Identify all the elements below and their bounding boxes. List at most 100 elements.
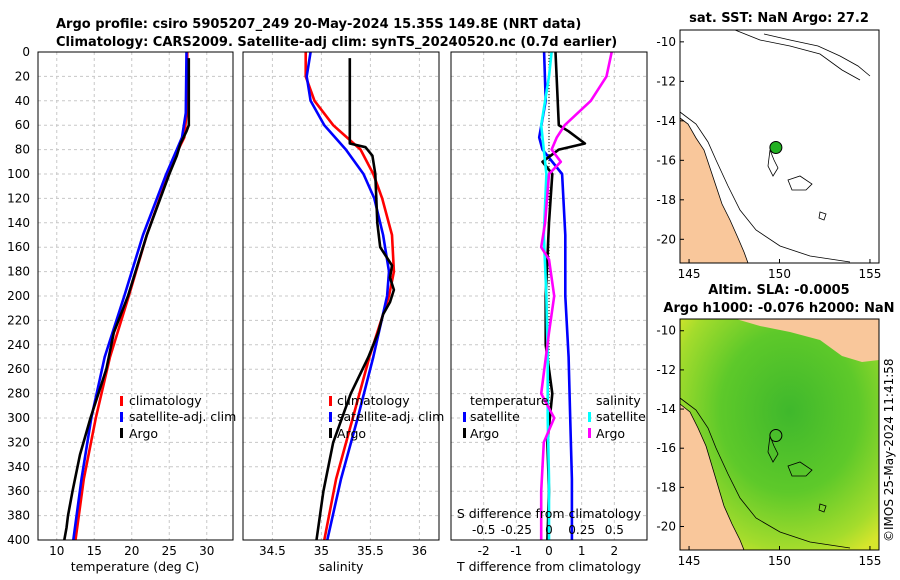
depth-tick-label: 220: [7, 313, 30, 327]
lon-tick-label: 155: [859, 554, 882, 568]
legend-swatch-s-argo: [588, 428, 591, 438]
legend-satellite: satellite-adj. clim: [129, 409, 236, 424]
lon-tick-label: 150: [768, 267, 791, 281]
legend-swatch-t-argo: [463, 428, 466, 438]
legend-climatology: climatology: [129, 393, 202, 408]
series-satellite-adj-clim: [72, 51, 188, 541]
x-tick-label: 30: [199, 544, 214, 558]
depth-tick-label: 120: [7, 191, 30, 205]
temperature-axes: [37, 51, 234, 541]
difference-panel: -2 -1 0 1 2 -0.5 -0.25 0 0.25 0.5 S difference f…: [450, 51, 648, 574]
depth-tick-label: 240: [7, 338, 30, 352]
s-difference-label: S difference from climatology: [457, 506, 642, 521]
depth-tick-label: 20: [15, 69, 30, 83]
legend-swatch-satellite: [329, 412, 332, 422]
salinity-difference-ticks: -0.5 -0.25 0 0.25 0.5: [472, 523, 624, 537]
sla-map-png-land: [736, 319, 879, 362]
x-tick-label: 25: [162, 544, 177, 558]
argo-position-marker: [769, 140, 783, 154]
depth-tick-label: 320: [7, 435, 30, 449]
legend-swatch-argo: [329, 428, 332, 438]
legend-swatch-s-satellite: [588, 412, 591, 422]
sst-map-png-islands: [763, 33, 871, 77]
sla-map-reefs: [767, 435, 827, 513]
sst-map: sat. SST: NaN Argo: 27.2 145 150 155 -10 -12…: [656, 11, 881, 281]
depth-tick-label: 260: [7, 362, 30, 376]
legend-satellite: satellite-adj. clim: [337, 409, 444, 424]
series-s-argo: [539, 51, 613, 540]
series-argo: [315, 58, 396, 541]
depth-tick-label: 180: [7, 265, 30, 279]
sst-map-png-coast: [734, 29, 861, 81]
x-tick-label: 2: [611, 544, 619, 558]
salinity-lines: [304, 51, 396, 541]
salinity-axes: [242, 51, 440, 541]
lat-tick-label: -16: [656, 153, 676, 167]
legend-swatch-argo: [120, 428, 123, 438]
lat-tick-label: -12: [656, 74, 676, 88]
difference-legend-temperature: temperature satellite Argo: [463, 393, 549, 441]
lat-tick-label: -12: [656, 363, 676, 377]
legend-s-argo: Argo: [596, 426, 625, 441]
x-tick-label: 36: [412, 544, 427, 558]
temperature-panel: 10 15 20 25 30 0 20 40 60 80 100 120 140 160 180 200 22…: [7, 45, 236, 574]
difference-legend-salinity: salinity satellite Argo: [588, 393, 646, 441]
lat-tick-label: -18: [656, 480, 676, 494]
salinity-legend: climatology satellite-adj. clim Argo: [329, 393, 444, 441]
depth-ticks: 0 20 40 60 80 100 120 140 160 180 200 220 240 260 280 3…: [7, 45, 30, 547]
temperature-legend: climatology satellite-adj. clim Argo: [120, 393, 236, 441]
legend-climatology: climatology: [337, 393, 410, 408]
s-diff-tick-label: 0.25: [568, 523, 595, 537]
depth-tick-label: 80: [15, 143, 30, 157]
depth-tick-label: 280: [7, 387, 30, 401]
s-diff-tick-label: -0.5: [472, 523, 495, 537]
depth-tick-label: 340: [7, 460, 30, 474]
sla-map-ticks: 145 150 155 -10 -12 -14 -16 -18 -20: [656, 324, 881, 568]
argo-position-marker: [769, 428, 783, 442]
x-tick-label: 35.5: [357, 544, 384, 558]
legend-salinity-heading: salinity: [596, 393, 641, 408]
credit-timestamp: ©IMOS 25-May-2024 11:41:58: [882, 358, 896, 542]
x-tick-label: 1: [578, 544, 586, 558]
legend-t-satellite: satellite: [470, 409, 520, 424]
lon-tick-label: 150: [768, 554, 791, 568]
depth-tick-label: 360: [7, 484, 30, 498]
legend-swatch-satellite: [120, 412, 123, 422]
salinity-panel: 34.5 35 35.5 36 salinity climatology satell…: [242, 51, 444, 574]
lat-tick-label: -18: [656, 193, 676, 207]
depth-tick-label: 100: [7, 167, 30, 181]
lat-tick-label: -14: [656, 402, 676, 416]
lat-tick-label: -16: [656, 441, 676, 455]
salinity-grid: [243, 51, 439, 541]
x-tick-label: 35: [314, 544, 329, 558]
sst-map-ticks: 145 150 155 -10 -12 -14 -16 -18 -20: [656, 35, 881, 281]
lat-tick-label: -14: [656, 114, 676, 128]
legend-t-argo: Argo: [470, 426, 499, 441]
depth-tick-label: 140: [7, 216, 30, 230]
sla-map: Altim. SLA: -0.0005 Argo h1000: -0.076 h…: [656, 283, 894, 568]
depth-tick-label: 160: [7, 240, 30, 254]
sst-map-reefs: [767, 149, 827, 221]
x-tick-label: -1: [510, 544, 522, 558]
depth-tick-label: 400: [7, 533, 30, 547]
s-diff-tick-label: 0: [545, 523, 553, 537]
s-diff-tick-label: 0.5: [605, 523, 624, 537]
s-diff-tick-label: -0.25: [501, 523, 532, 537]
depth-tick-label: 0: [22, 45, 30, 59]
salinity-x-ticks: 34.5 35 35.5 36: [259, 544, 427, 558]
legend-temperature-heading: temperature: [470, 393, 549, 408]
legend-swatch-climatology: [329, 396, 332, 406]
lon-tick-label: 145: [678, 554, 701, 568]
lat-tick-label: -10: [656, 35, 676, 49]
depth-tick-label: 380: [7, 509, 30, 523]
sst-map-title: sat. SST: NaN Argo: 27.2: [689, 11, 869, 26]
x-tick-label: 20: [124, 544, 139, 558]
x-tick-label: 10: [49, 544, 64, 558]
series-argo: [63, 58, 191, 541]
depth-tick-label: 200: [7, 289, 30, 303]
depth-tick-label: 60: [15, 118, 30, 132]
depth-tick-label: 40: [15, 94, 30, 108]
sla-map-title-2: Argo h1000: -0.076 h2000: NaN: [663, 301, 894, 316]
temperature-grid: [38, 51, 233, 541]
